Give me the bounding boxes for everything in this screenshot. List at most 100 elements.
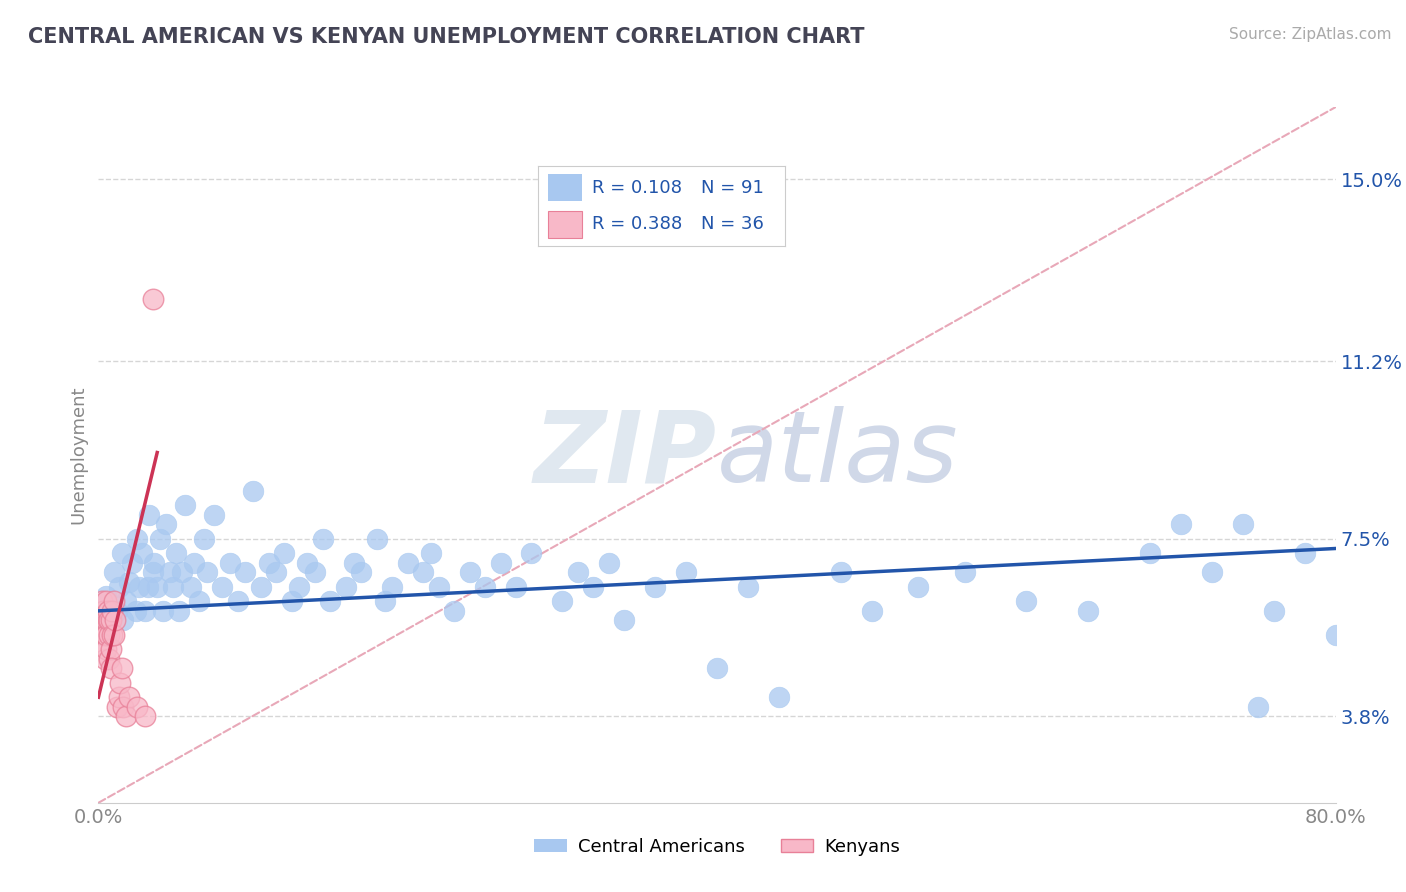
Point — [98, 614, 121, 628]
Text: N = 36: N = 36 — [702, 215, 763, 233]
Legend: Central Americans, Kenyans: Central Americans, Kenyans — [527, 831, 907, 863]
Point — [128, 580, 150, 594]
Point — [474, 580, 496, 594]
Text: R = 0.388: R = 0.388 — [592, 215, 682, 233]
Point — [907, 580, 929, 594]
Point — [115, 594, 138, 608]
Point — [419, 546, 441, 560]
Point — [91, 604, 114, 618]
Point — [142, 292, 165, 306]
Point — [195, 566, 218, 580]
Point — [1077, 604, 1099, 618]
Point — [90, 614, 112, 628]
Point — [103, 594, 125, 608]
Point — [1232, 517, 1254, 532]
Point — [104, 614, 127, 628]
Point — [312, 532, 335, 546]
Point — [100, 661, 122, 675]
Point — [412, 566, 434, 580]
Point — [97, 604, 120, 618]
Point — [93, 652, 115, 666]
Point — [374, 594, 396, 608]
Point — [266, 566, 288, 580]
Point — [193, 532, 215, 546]
Point — [381, 580, 404, 594]
Point — [644, 580, 666, 594]
Point — [1170, 517, 1192, 532]
Point — [335, 580, 357, 594]
Point — [111, 546, 134, 560]
Point — [96, 642, 118, 657]
Point — [142, 566, 165, 580]
Point — [170, 566, 193, 580]
Point — [860, 604, 883, 618]
Text: N = 91: N = 91 — [702, 178, 763, 197]
Point — [111, 661, 134, 675]
Point — [1324, 628, 1347, 642]
Point — [1015, 594, 1038, 608]
Point — [152, 604, 174, 618]
Point — [149, 532, 172, 546]
Text: CENTRAL AMERICAN VS KENYAN UNEMPLOYMENT CORRELATION CHART: CENTRAL AMERICAN VS KENYAN UNEMPLOYMENT … — [28, 27, 865, 46]
Bar — [547, 174, 582, 202]
Point — [98, 652, 121, 666]
Point — [242, 483, 264, 498]
Point — [162, 580, 184, 594]
Point — [1201, 566, 1223, 580]
Point — [235, 566, 257, 580]
Point — [204, 508, 226, 522]
Point — [118, 690, 141, 705]
Point — [100, 614, 122, 628]
Point — [505, 580, 527, 594]
Text: Source: ZipAtlas.com: Source: ZipAtlas.com — [1229, 27, 1392, 42]
Point — [131, 546, 153, 560]
Point — [107, 690, 129, 705]
Point — [582, 580, 605, 594]
Point — [115, 709, 138, 723]
Point — [250, 580, 273, 594]
Point — [96, 614, 118, 628]
Point — [96, 590, 118, 604]
Point — [396, 556, 419, 570]
Point — [91, 628, 114, 642]
Point — [768, 690, 790, 705]
Text: ZIP: ZIP — [534, 407, 717, 503]
Point — [281, 594, 304, 608]
Point — [93, 614, 115, 628]
Point — [146, 580, 169, 594]
Point — [90, 594, 112, 608]
Point — [174, 498, 197, 512]
Point — [180, 580, 202, 594]
Point — [121, 556, 143, 570]
Point — [138, 508, 160, 522]
Point — [112, 699, 135, 714]
Point — [489, 556, 512, 570]
Point — [188, 594, 211, 608]
Point — [124, 604, 146, 618]
Point — [107, 580, 129, 594]
Text: R = 0.108: R = 0.108 — [592, 178, 682, 197]
Point — [143, 556, 166, 570]
Point — [93, 628, 115, 642]
Point — [105, 604, 128, 618]
Point — [96, 628, 118, 642]
Point — [551, 594, 574, 608]
Point — [675, 566, 697, 580]
Point — [706, 661, 728, 675]
Point — [288, 580, 311, 594]
Point — [118, 575, 141, 590]
Point — [127, 532, 149, 546]
Point — [91, 637, 114, 651]
Point — [100, 614, 122, 628]
Point — [91, 623, 114, 637]
Point — [165, 546, 187, 560]
Point — [103, 566, 125, 580]
Y-axis label: Unemployment: Unemployment — [69, 385, 87, 524]
Point — [1139, 546, 1161, 560]
Point — [567, 566, 589, 580]
Point — [1247, 699, 1270, 714]
Point — [97, 614, 120, 628]
Point — [366, 532, 388, 546]
Point — [226, 594, 249, 608]
Point — [127, 699, 149, 714]
